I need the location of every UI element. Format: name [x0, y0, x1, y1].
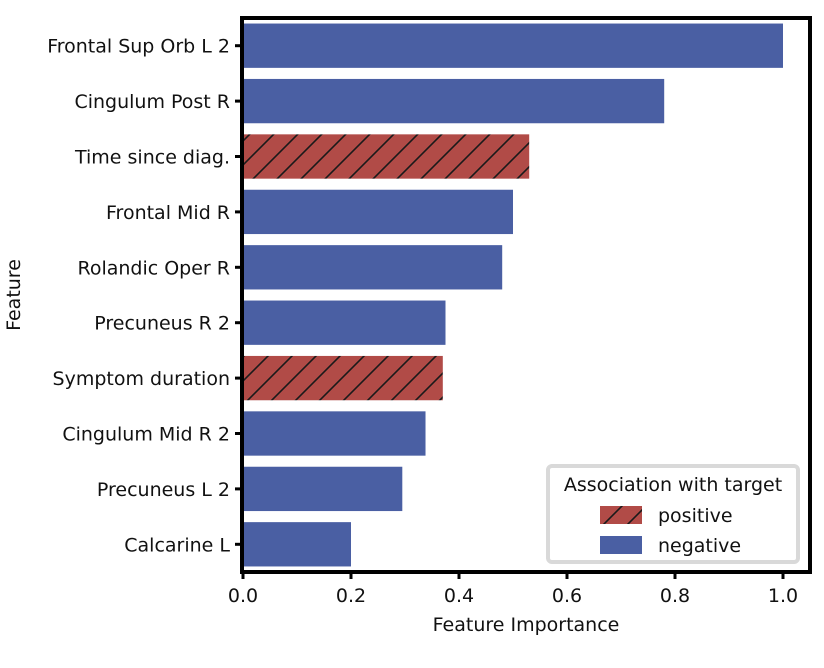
y-tick-label-8: Precuneus L 2: [97, 479, 230, 501]
y-tick-label-3: Frontal Mid R: [106, 202, 230, 224]
y-tick-label-0: Frontal Sup Orb L 2: [47, 36, 230, 58]
x-axis: 0.0 0.2 0.4 0.6 0.8 1.0: [228, 572, 798, 607]
y-tick-label-4: Rolandic Oper R: [77, 257, 230, 279]
y-tick-label-2: Time since diag.: [74, 147, 230, 169]
x-tick-label-5: 1.0: [768, 585, 798, 607]
bar-7: [243, 411, 426, 456]
legend-swatch-negative: [600, 536, 642, 554]
legend-title: Association with target: [564, 474, 782, 496]
legend-label-positive: positive: [658, 505, 733, 527]
bar-4: [243, 245, 503, 290]
x-tick-label-1: 0.2: [336, 585, 366, 607]
y-tick-label-9: Calcarine L: [124, 534, 230, 556]
bar-8: [243, 466, 403, 512]
legend-swatch-positive: [600, 506, 642, 524]
x-tick-label-4: 0.8: [660, 585, 690, 607]
bar-2: [243, 134, 530, 179]
x-tick-label-0: 0.0: [228, 585, 258, 607]
plot-frame: [240, 16, 812, 574]
x-axis-title: Feature Importance: [433, 614, 620, 636]
y-tick-label-1: Cingulum Post R: [74, 91, 230, 113]
y-tick-label-7: Cingulum Mid R 2: [62, 424, 230, 446]
x-tick-label-3: 0.6: [552, 585, 582, 607]
bar-5: [243, 300, 446, 345]
bar-9: [243, 522, 351, 567]
x-tick-label-2: 0.4: [444, 585, 474, 607]
y-tick-labels: Frontal Sup Orb L 2 Cingulum Post R Time s…: [47, 36, 242, 556]
legend-label-negative: negative: [658, 535, 741, 557]
y-axis-title: Feature: [3, 259, 25, 331]
bar-0: [243, 23, 783, 68]
legend-entries: positive negative: [600, 505, 741, 557]
y-tick-label-5: Precuneus R 2: [94, 313, 230, 335]
legend: Association with target positive negative: [546, 464, 800, 564]
y-tick-label-6: Symptom duration: [53, 368, 230, 390]
bar-3: [243, 189, 513, 235]
bar-6: [243, 355, 443, 401]
bar-1: [243, 78, 665, 124]
bars-group: [243, 23, 783, 567]
